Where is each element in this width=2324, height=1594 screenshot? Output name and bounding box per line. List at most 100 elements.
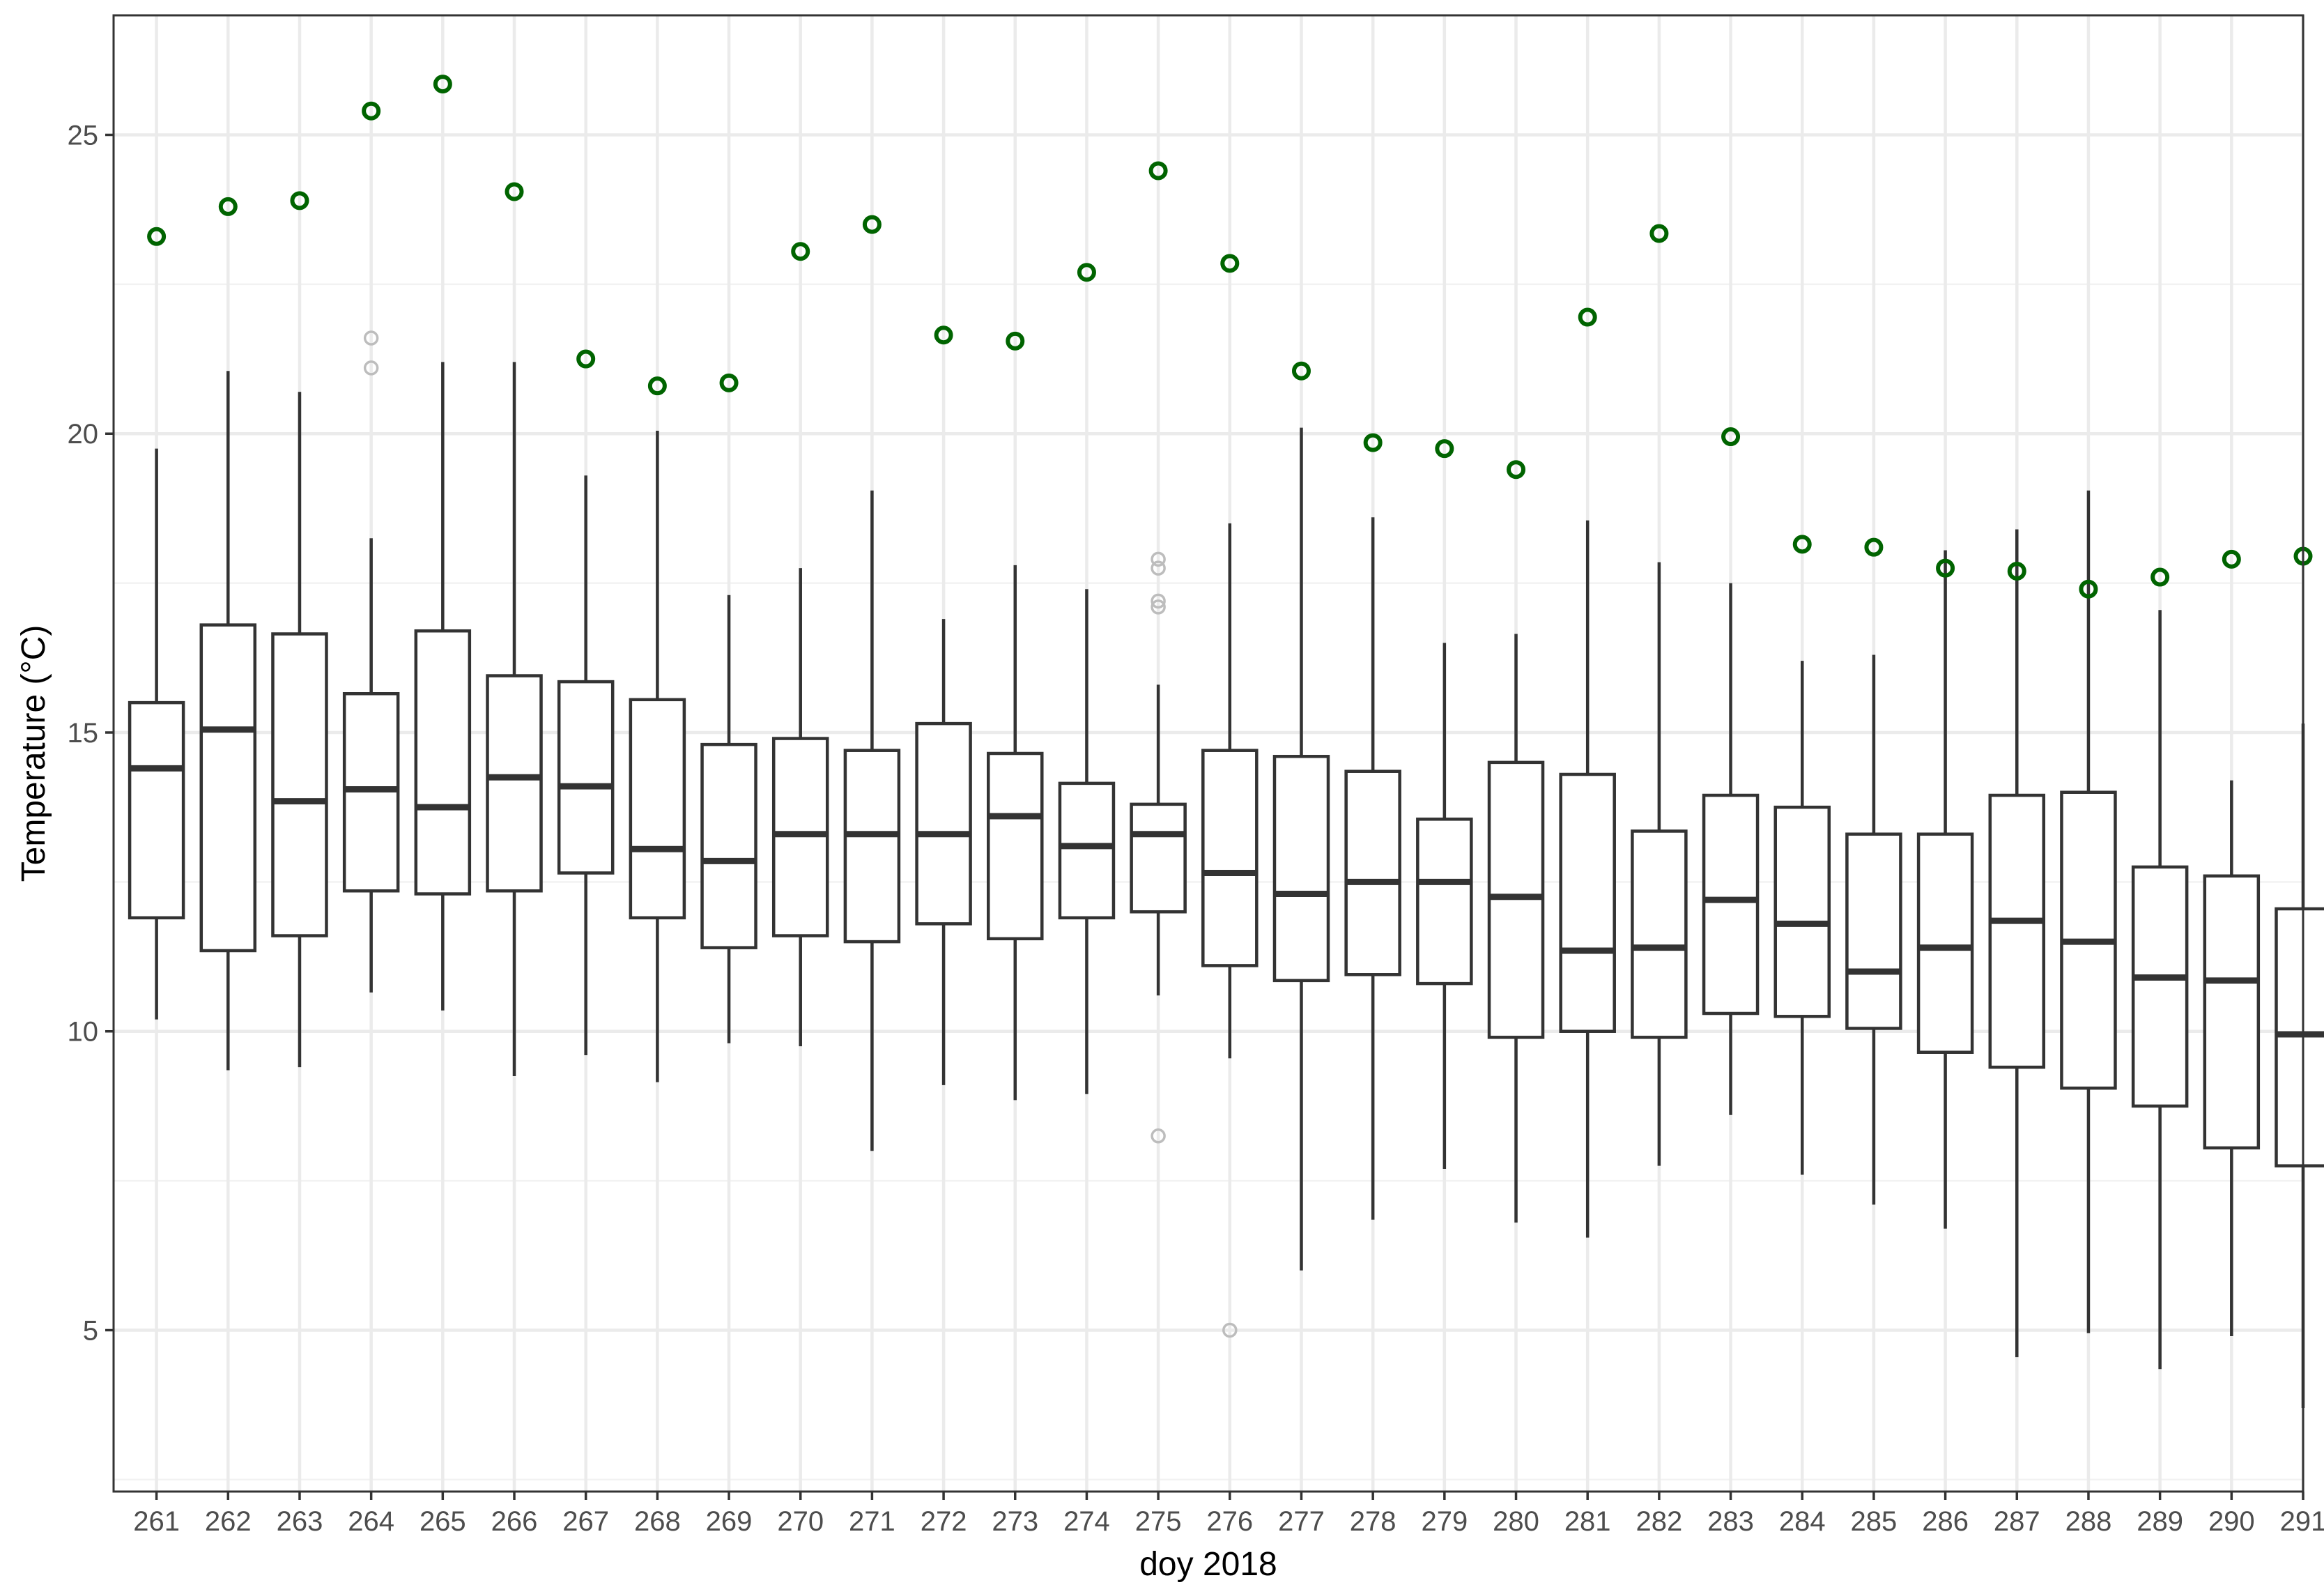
x-tick-label: 271 (849, 1506, 895, 1537)
box-iqr (1058, 781, 1116, 920)
box-288 (2060, 490, 2117, 1333)
highlight-point (1649, 224, 1669, 243)
box-iqr (2131, 865, 2189, 1108)
box-282 (1631, 562, 1688, 1166)
box-281 (1559, 520, 1616, 1238)
box-iqr (1201, 749, 1259, 967)
box-iqr (1773, 805, 1831, 1018)
x-tick-label: 290 (2208, 1506, 2255, 1537)
highlight-point (1507, 460, 1526, 480)
box-iqr (843, 749, 901, 944)
box-265 (414, 362, 472, 1011)
box-271 (843, 490, 901, 1151)
highlight-point (576, 349, 596, 369)
box-280 (1487, 634, 1545, 1223)
y-tick-label: 15 (68, 718, 99, 749)
highlight-point (2150, 567, 2170, 587)
x-tick-label: 264 (348, 1506, 394, 1537)
outlier-point (363, 330, 379, 346)
box-283 (1702, 583, 1760, 1115)
highlight-point (647, 376, 667, 396)
highlight-point (2222, 549, 2241, 569)
x-tick-label: 270 (777, 1506, 824, 1537)
box-iqr (557, 680, 615, 875)
highlight-point (1006, 331, 1025, 351)
box-277 (1272, 427, 1330, 1271)
x-tick-label: 267 (562, 1506, 609, 1537)
highlight-point (1936, 558, 1955, 578)
x-axis: 261 262 263 264 265 266 267 268 269 270 271 272 273 2… (133, 1492, 2324, 1537)
box-iqr (199, 623, 257, 953)
outlier-point (363, 360, 379, 376)
x-tick-label: 279 (1421, 1506, 1468, 1537)
box-264 (342, 538, 400, 993)
x-tick-label: 288 (2065, 1506, 2112, 1537)
x-tick-label: 285 (1851, 1506, 1898, 1537)
box-iqr (2203, 874, 2261, 1150)
highlight-point (791, 242, 810, 261)
x-tick-label: 262 (205, 1506, 252, 1537)
box-iqr (414, 629, 472, 896)
box-262 (199, 371, 257, 1071)
highlight-points (147, 75, 2313, 599)
x-tick-label: 277 (1278, 1506, 1325, 1537)
x-tick-label: 273 (992, 1506, 1038, 1537)
x-tick-label: 283 (1707, 1506, 1754, 1537)
outlier-point (1151, 1128, 1166, 1144)
x-tick-label: 291 (2280, 1506, 2324, 1537)
highlight-point (1792, 535, 1812, 554)
box-iqr (700, 742, 757, 949)
highlight-point (505, 182, 524, 201)
box-285 (1845, 654, 1902, 1205)
x-tick-label: 266 (491, 1506, 538, 1537)
x-tick-label: 289 (2137, 1506, 2183, 1537)
box-iqr (1631, 829, 1688, 1039)
highlight-point (934, 325, 953, 345)
highlight-point (1578, 307, 1597, 327)
box-iqr (128, 700, 185, 920)
highlight-point (862, 215, 882, 234)
boxes (128, 362, 2324, 1408)
y-axis-title: Temperature (°C) (15, 625, 52, 882)
highlight-point (1864, 537, 1884, 557)
highlight-point (1220, 254, 1240, 273)
box-261 (128, 448, 185, 1020)
highlight-point (290, 191, 309, 210)
box-iqr (629, 698, 686, 920)
box-270 (771, 568, 829, 1047)
box-268 (629, 430, 686, 1082)
x-tick-label: 263 (277, 1506, 323, 1537)
x-tick-label: 282 (1636, 1506, 1683, 1537)
y-tick-label: 5 (83, 1315, 98, 1346)
x-tick-label: 284 (1779, 1506, 1826, 1537)
highlight-point (1363, 433, 1383, 452)
box-279 (1416, 643, 1473, 1169)
box-iqr (987, 751, 1044, 941)
box-289 (2131, 610, 2189, 1370)
highlight-point (719, 373, 739, 392)
box-287 (1988, 529, 2046, 1358)
x-tick-label: 269 (706, 1506, 753, 1537)
box-286 (1916, 550, 1974, 1229)
box-263 (271, 392, 328, 1068)
box-iqr (915, 721, 972, 926)
box-266 (486, 362, 543, 1077)
box-267 (557, 475, 615, 1056)
y-tick-label: 25 (68, 120, 99, 151)
highlight-point (1291, 361, 1311, 381)
outlier-point (1151, 551, 1166, 567)
box-iqr (1344, 769, 1401, 976)
box-273 (987, 565, 1044, 1101)
outlier-points (363, 330, 1238, 1338)
x-axis-title: doy 2018 (1139, 1546, 1277, 1583)
box-290 (2203, 780, 2261, 1337)
box-272 (915, 619, 972, 1085)
y-axis: 5 10 15 20 25 (68, 120, 114, 1346)
x-tick-label: 276 (1206, 1506, 1253, 1537)
box-iqr (1702, 793, 1760, 1016)
highlight-point (2079, 579, 2098, 599)
highlight-point (1721, 427, 1741, 447)
x-tick-label: 281 (1564, 1506, 1611, 1537)
